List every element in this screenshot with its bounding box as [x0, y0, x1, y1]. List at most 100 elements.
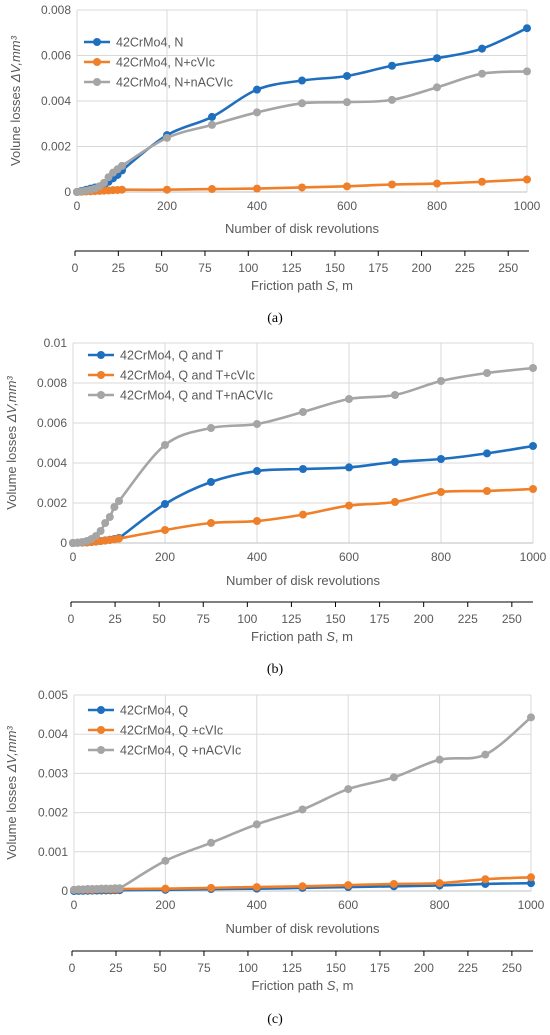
legend-label: 42CrMo4, Q	[120, 704, 188, 718]
data-point	[161, 500, 169, 508]
y-axis-title-main: Volune losses	[8, 82, 23, 166]
x2-tick-label: 25	[108, 612, 122, 626]
x2-tick-label: 50	[153, 961, 167, 975]
x2-tick-label: 0	[69, 961, 76, 975]
x2-tick-label: 0	[68, 612, 75, 626]
y-tick-label: 0.004	[41, 94, 71, 108]
data-point	[298, 183, 306, 192]
data-point	[161, 526, 169, 534]
data-point	[208, 185, 216, 194]
legend-label: 42CrMo4, N+cVIc	[116, 56, 215, 70]
y-tick-label: 0.004	[37, 456, 67, 470]
data-point	[389, 773, 398, 782]
y-tick-label: 0.006	[37, 416, 67, 430]
data-point	[253, 85, 261, 94]
x-tick-label: 600	[338, 898, 358, 912]
data-point	[483, 487, 491, 495]
x-tick-label: 1000	[514, 199, 541, 213]
y-tick-label: 0.002	[41, 140, 71, 154]
data-point	[345, 395, 353, 403]
legend-label: 42CrMo4, Q and T	[120, 349, 224, 363]
y-tick-label: 0.004	[38, 727, 68, 741]
data-point	[207, 478, 215, 486]
legend-label: 42CrMo4, Q and T+cVIc	[120, 369, 255, 383]
data-point	[388, 95, 396, 104]
data-point	[110, 503, 119, 511]
y-tick-label: 0.008	[41, 3, 71, 17]
x-tick-label: 600	[339, 550, 359, 564]
data-point	[437, 488, 445, 496]
data-point	[391, 391, 399, 399]
data-point	[344, 881, 353, 890]
data-point	[115, 497, 123, 505]
data-point	[208, 112, 216, 121]
data-point	[163, 133, 171, 142]
x2-axis-title: Friction path S, m	[251, 629, 353, 644]
x2-axis-title: Friction path S, m	[251, 278, 353, 293]
legend-label: 42CrMo4, N	[116, 36, 183, 50]
x2-tick-label: 125	[282, 961, 302, 975]
x-tick-label: 800	[431, 550, 451, 564]
y-tick-label: 0.002	[38, 806, 68, 820]
data-point	[435, 879, 444, 888]
x2-tick-label: 25	[112, 261, 126, 275]
data-point	[527, 873, 535, 882]
x-tick-label: 800	[427, 199, 447, 213]
legend-swatch-marker	[97, 391, 105, 399]
x-tick-label: 0	[71, 898, 78, 912]
x2-axis-title-unit: , m	[335, 278, 353, 293]
data-point	[388, 61, 396, 70]
data-point	[161, 441, 169, 449]
data-point	[96, 527, 105, 535]
data-point	[343, 98, 351, 107]
legend-swatch-marker	[93, 78, 101, 86]
x2-tick-label: 200	[412, 261, 432, 275]
data-point	[433, 179, 441, 188]
x-tick-label: 400	[247, 199, 267, 213]
data-point	[118, 185, 126, 194]
x2-tick-label: 25	[109, 961, 123, 975]
panel-label: (b)	[267, 662, 284, 677]
series-line-1	[72, 444, 534, 545]
data-point	[435, 755, 444, 764]
x-tick-label: 0	[70, 550, 77, 564]
y-axis-title-main: Volume losses	[4, 422, 19, 509]
legend-swatch-marker	[97, 706, 105, 714]
x2-tick-label: 150	[325, 261, 345, 275]
data-point	[391, 498, 399, 506]
panel-label: (c)	[267, 1012, 283, 1027]
data-point	[208, 120, 216, 129]
x2-tick-label: 150	[326, 961, 346, 975]
data-point	[345, 501, 353, 510]
data-point	[343, 71, 351, 80]
data-point	[298, 805, 307, 814]
x2-axis-title-main: Friction path	[251, 278, 326, 293]
x-axis-title: Number of disk revolutions	[226, 573, 380, 588]
chart-panel-3: 0 0.001 0.002 0.003 0.004 0.005 0 200 400 600 800 1…	[4, 688, 545, 1027]
x2-tick-label: 50	[155, 261, 169, 275]
x-tick-label: 600	[337, 199, 357, 213]
data-point	[478, 177, 486, 186]
legend-swatch-marker	[97, 371, 105, 379]
data-point	[529, 442, 537, 450]
legend-swatch-marker	[97, 726, 105, 734]
y-tick-label: 0	[60, 536, 67, 550]
data-point	[388, 180, 396, 189]
legend-swatch-marker	[93, 58, 101, 66]
x-tick-label: 200	[155, 550, 175, 564]
x-tick-label: 1000	[518, 898, 545, 912]
data-point	[161, 884, 170, 893]
x2-axis-title-unit: , m	[335, 978, 353, 993]
x2-tick-label: 125	[282, 261, 302, 275]
x2-tick-label: 225	[458, 612, 478, 626]
x2-axis-title-var: S	[327, 978, 336, 993]
y-axis-title-symbol: ΔV,mm³	[8, 35, 23, 83]
x2-tick-label: 100	[238, 961, 258, 975]
data-point	[344, 785, 353, 794]
data-point	[481, 875, 490, 884]
data-point	[527, 713, 535, 722]
y-tick-label: 0.005	[38, 688, 68, 702]
legend-swatch-marker	[97, 746, 105, 754]
